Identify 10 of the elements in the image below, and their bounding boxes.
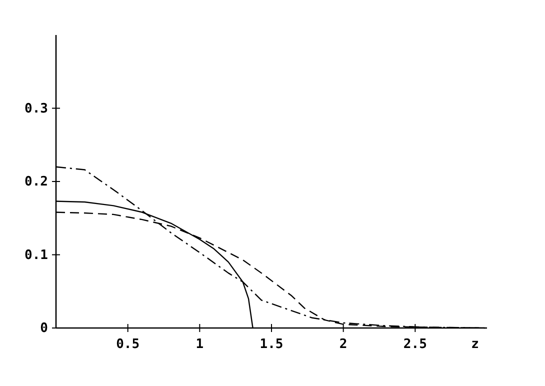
y-tick-label: 0.2 [24, 174, 48, 190]
y-tick-label: 0 [40, 321, 48, 336]
x-axis-title: z [471, 337, 479, 352]
y-tick-label: 0.3 [24, 101, 48, 116]
x-tick-label: 1 [196, 337, 204, 352]
y-tick-label: 0.1 [24, 248, 48, 263]
x-tick-label: 0.5 [116, 337, 140, 352]
x-tick-label: 2 [339, 337, 348, 352]
x-tick-label: 2.5 [403, 337, 427, 352]
x-tick-label: 1.5 [260, 337, 284, 352]
